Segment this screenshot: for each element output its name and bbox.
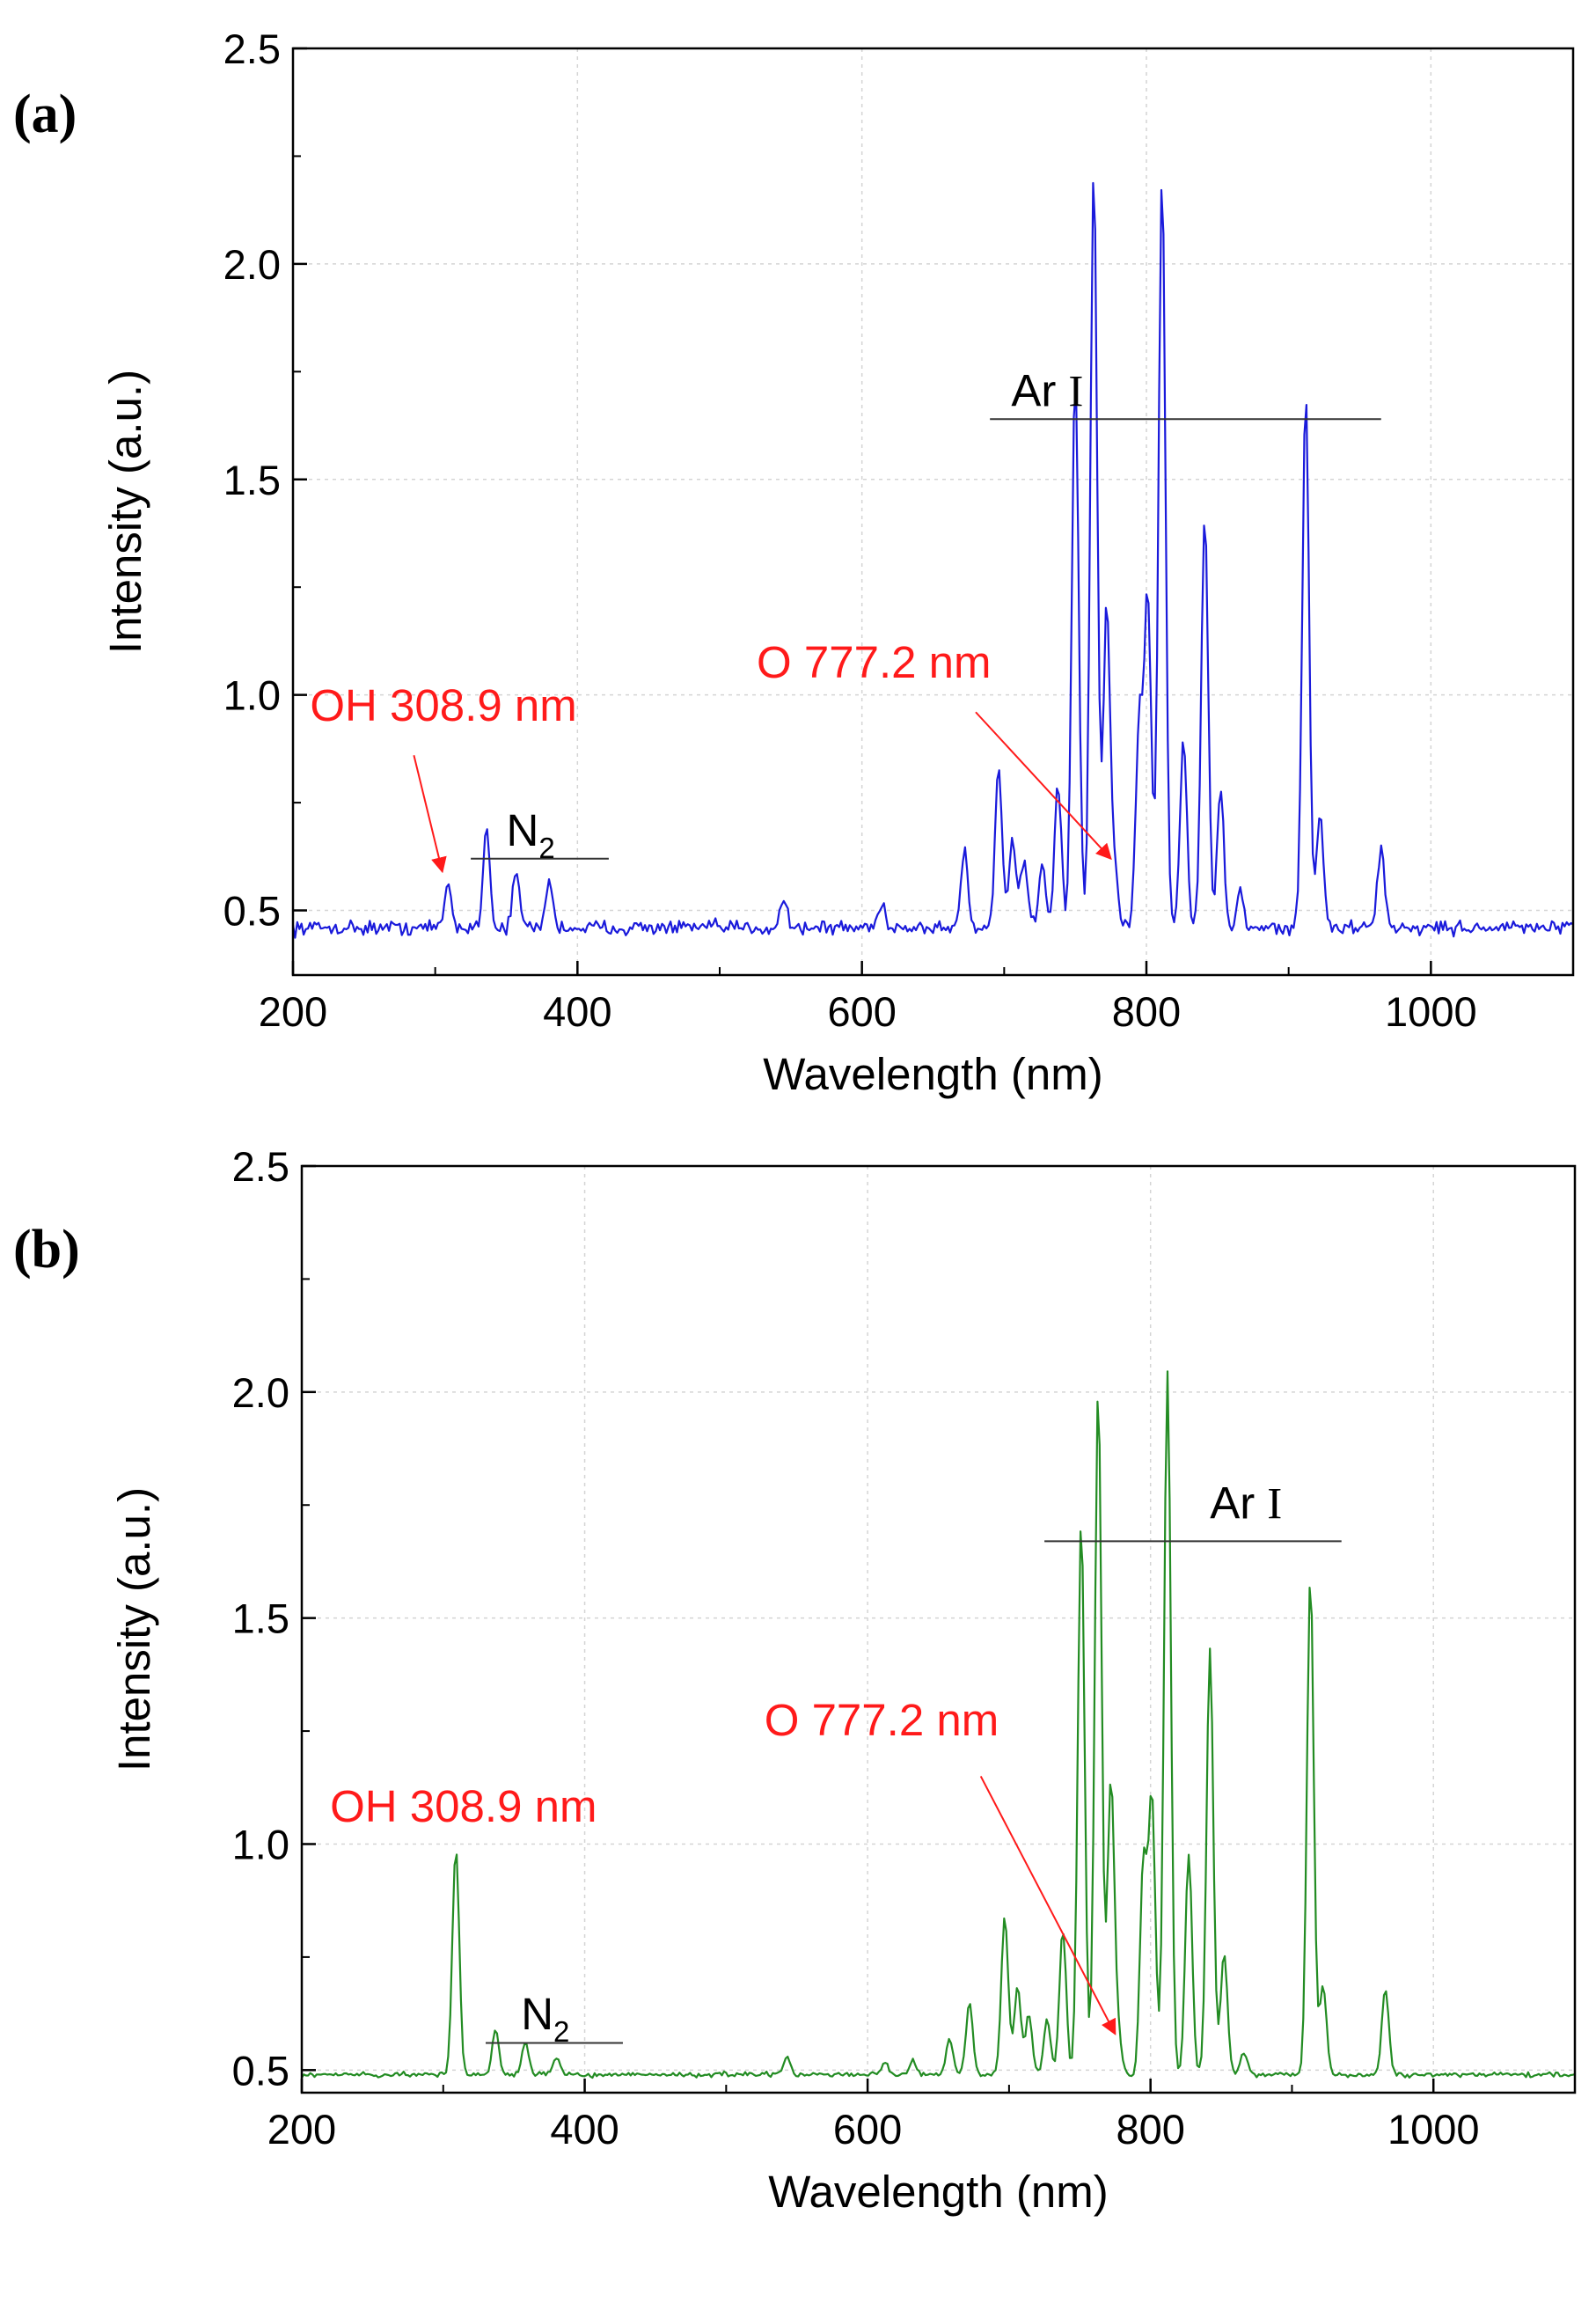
o-arrow <box>979 1775 1116 2035</box>
x-tick-label-800: 800 <box>1112 988 1181 1035</box>
o-777-2-label: O 777.2 nm <box>757 637 991 687</box>
x-tick-label-600: 600 <box>833 2106 902 2153</box>
y-tick-label-1.0: 1.0 <box>223 672 281 719</box>
chart-panel-a: (a) 200 400 600 800 1000 0.5 1.0 1.5 2.0 2.5 Wave… <box>13 26 1575 1099</box>
x-tick-label-600: 600 <box>827 988 896 1035</box>
x-axis-title: Wavelength (nm) <box>763 1049 1102 1099</box>
oh-308-9-label: OH 308.9 nm <box>310 680 576 730</box>
y-tick-label-2.5: 2.5 <box>223 26 281 72</box>
ar-i-label-element: Ar <box>1210 1478 1255 1529</box>
n2-label-subscript: 2 <box>538 832 554 864</box>
y-tick-label-2.0: 2.0 <box>223 241 281 288</box>
axis-ticks: 200 400 600 800 1000 0.5 1.0 1.5 2.0 2.5 <box>232 1143 1480 2153</box>
o-777-2-label: O 777.2 nm <box>765 1695 999 1745</box>
spectrum-line <box>291 181 1574 939</box>
y-axis-title: Intensity (a.u.) <box>100 370 150 654</box>
ar-i-label-numeral: I <box>1068 368 1083 417</box>
x-tick-label-400: 400 <box>543 988 611 1035</box>
n2-label: N2 <box>521 1989 569 2048</box>
chart-panel-b: (b) 200 400 600 800 1000 0.5 1.0 1.5 2.0 2.5 Wave… <box>13 1143 1577 2217</box>
x-tick-label-1000: 1000 <box>1385 988 1477 1035</box>
y-tick-label-0.5: 0.5 <box>223 888 281 935</box>
n2-label-element: N <box>521 1989 553 2039</box>
ar-i-label: Ar I <box>1011 366 1083 417</box>
axis-ticks: 200 400 600 800 1000 0.5 1.0 1.5 2.0 2.5 <box>223 26 1477 1035</box>
y-tick-label-2.5: 2.5 <box>232 1143 289 1190</box>
ar-i-label-numeral: I <box>1267 1480 1282 1529</box>
x-tick-label-200: 200 <box>267 2106 336 2153</box>
n2-label: N2 <box>507 805 555 864</box>
x-tick-label-800: 800 <box>1116 2106 1184 2153</box>
y-tick-label-1.5: 1.5 <box>223 457 281 503</box>
ar-i-label-element: Ar <box>1011 366 1056 416</box>
plot-frame <box>291 47 1575 977</box>
n2-label-subscript: 2 <box>553 2015 569 2048</box>
y-tick-label-1.0: 1.0 <box>232 1821 289 1867</box>
gridlines <box>302 1166 1575 2093</box>
y-axis-title: Intensity (a.u.) <box>109 1487 159 1771</box>
y-tick-label-2.0: 2.0 <box>232 1369 289 1416</box>
x-axis-title: Wavelength (nm) <box>768 2167 1108 2217</box>
plot-frame <box>300 1164 1577 2094</box>
spectrum-line <box>301 1370 1576 2079</box>
y-tick-label-1.5: 1.5 <box>232 1595 289 1642</box>
oh-308-9-label: OH 308.9 nm <box>330 1781 597 1831</box>
panel-label-b: (b) <box>13 1220 80 1280</box>
oh-arrow <box>413 754 447 874</box>
panel-label-a: (a) <box>13 84 77 144</box>
x-tick-label-200: 200 <box>259 988 327 1035</box>
n2-label-element: N <box>507 805 539 855</box>
x-tick-label-400: 400 <box>550 2106 619 2153</box>
y-tick-label-0.5: 0.5 <box>232 2047 289 2094</box>
o-arrow <box>975 711 1112 861</box>
x-tick-label-1000: 1000 <box>1387 2106 1480 2153</box>
ar-i-label: Ar I <box>1210 1478 1282 1529</box>
